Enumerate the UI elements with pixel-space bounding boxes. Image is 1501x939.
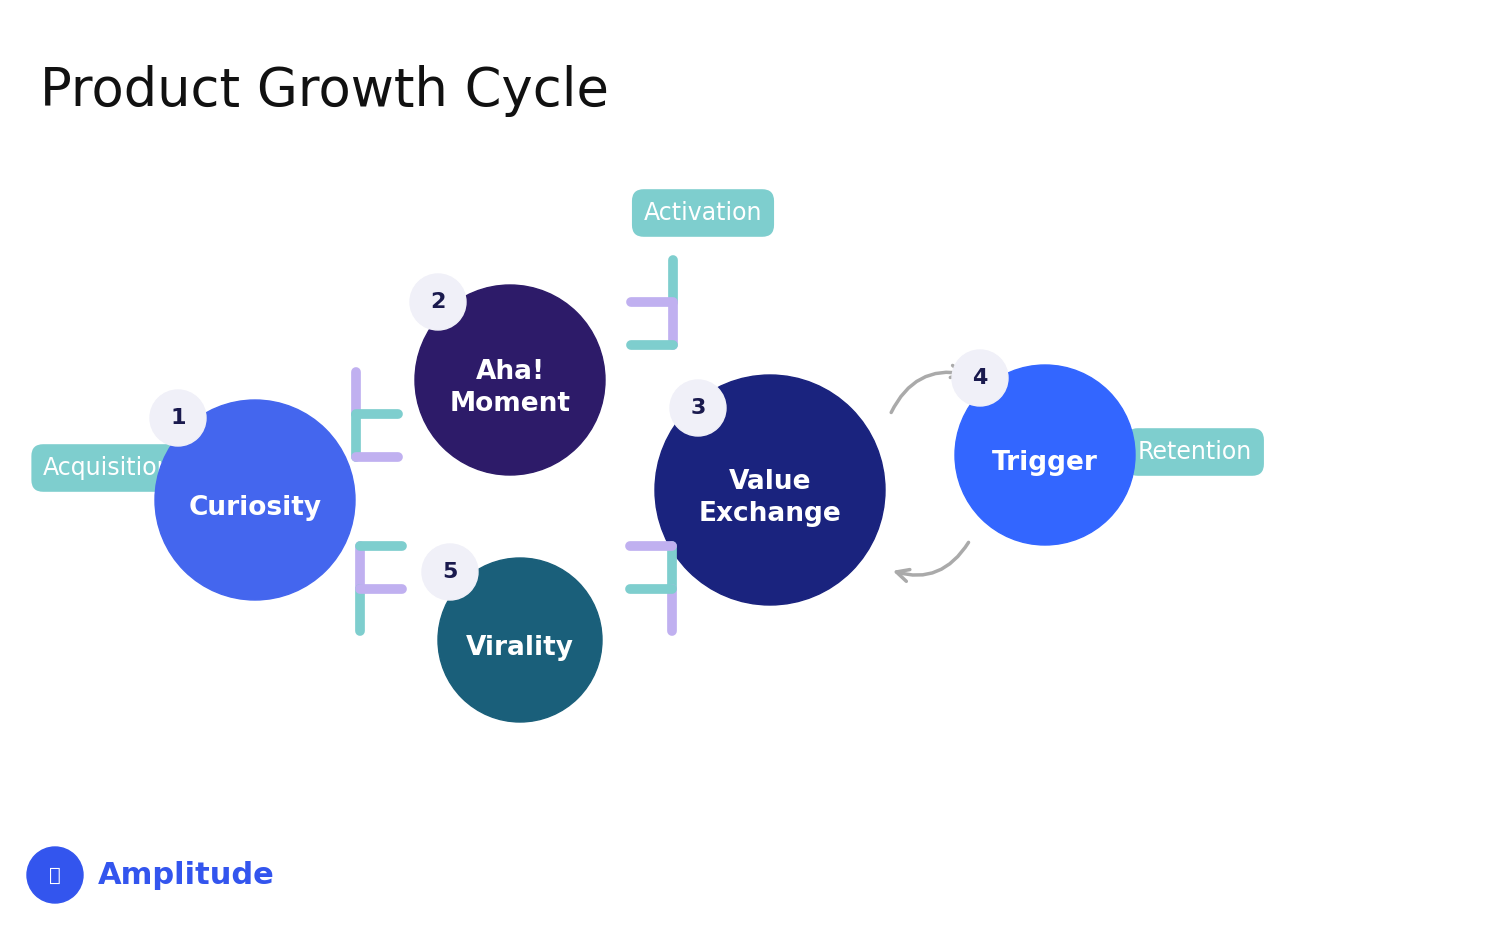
Text: Value
Exchange: Value Exchange [698, 469, 842, 527]
Text: 4: 4 [973, 368, 988, 388]
Text: Curiosity: Curiosity [189, 495, 321, 521]
Text: Retention: Retention [1138, 440, 1252, 464]
FancyArrowPatch shape [896, 543, 968, 581]
Circle shape [952, 350, 1009, 406]
Text: Product Growth Cycle: Product Growth Cycle [41, 65, 609, 117]
Text: Amplitude: Amplitude [98, 860, 275, 889]
Text: Acquisition: Acquisition [44, 456, 173, 480]
Text: 2: 2 [431, 292, 446, 312]
Text: Aha!
Moment: Aha! Moment [449, 359, 570, 417]
Text: 1: 1 [170, 408, 186, 428]
Circle shape [654, 375, 886, 605]
Circle shape [150, 390, 206, 446]
Circle shape [155, 400, 356, 600]
Text: 𝐴: 𝐴 [50, 866, 62, 885]
Text: 3: 3 [690, 398, 705, 418]
Text: 5: 5 [443, 562, 458, 582]
Circle shape [422, 544, 477, 600]
Circle shape [438, 558, 602, 722]
Circle shape [27, 847, 83, 903]
Circle shape [414, 285, 605, 475]
Circle shape [955, 365, 1135, 545]
FancyArrowPatch shape [892, 365, 964, 412]
Circle shape [669, 380, 726, 436]
Text: Virality: Virality [465, 635, 573, 661]
Text: Activation: Activation [644, 201, 763, 225]
Text: Trigger: Trigger [992, 450, 1097, 476]
Circle shape [410, 274, 465, 330]
